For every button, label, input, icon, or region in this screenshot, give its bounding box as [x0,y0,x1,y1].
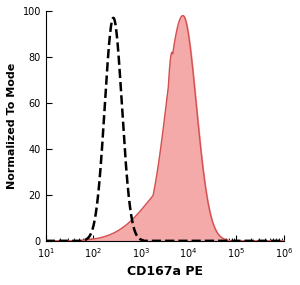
X-axis label: CD167a PE: CD167a PE [127,265,203,278]
Y-axis label: Normalized To Mode: Normalized To Mode [7,63,17,189]
